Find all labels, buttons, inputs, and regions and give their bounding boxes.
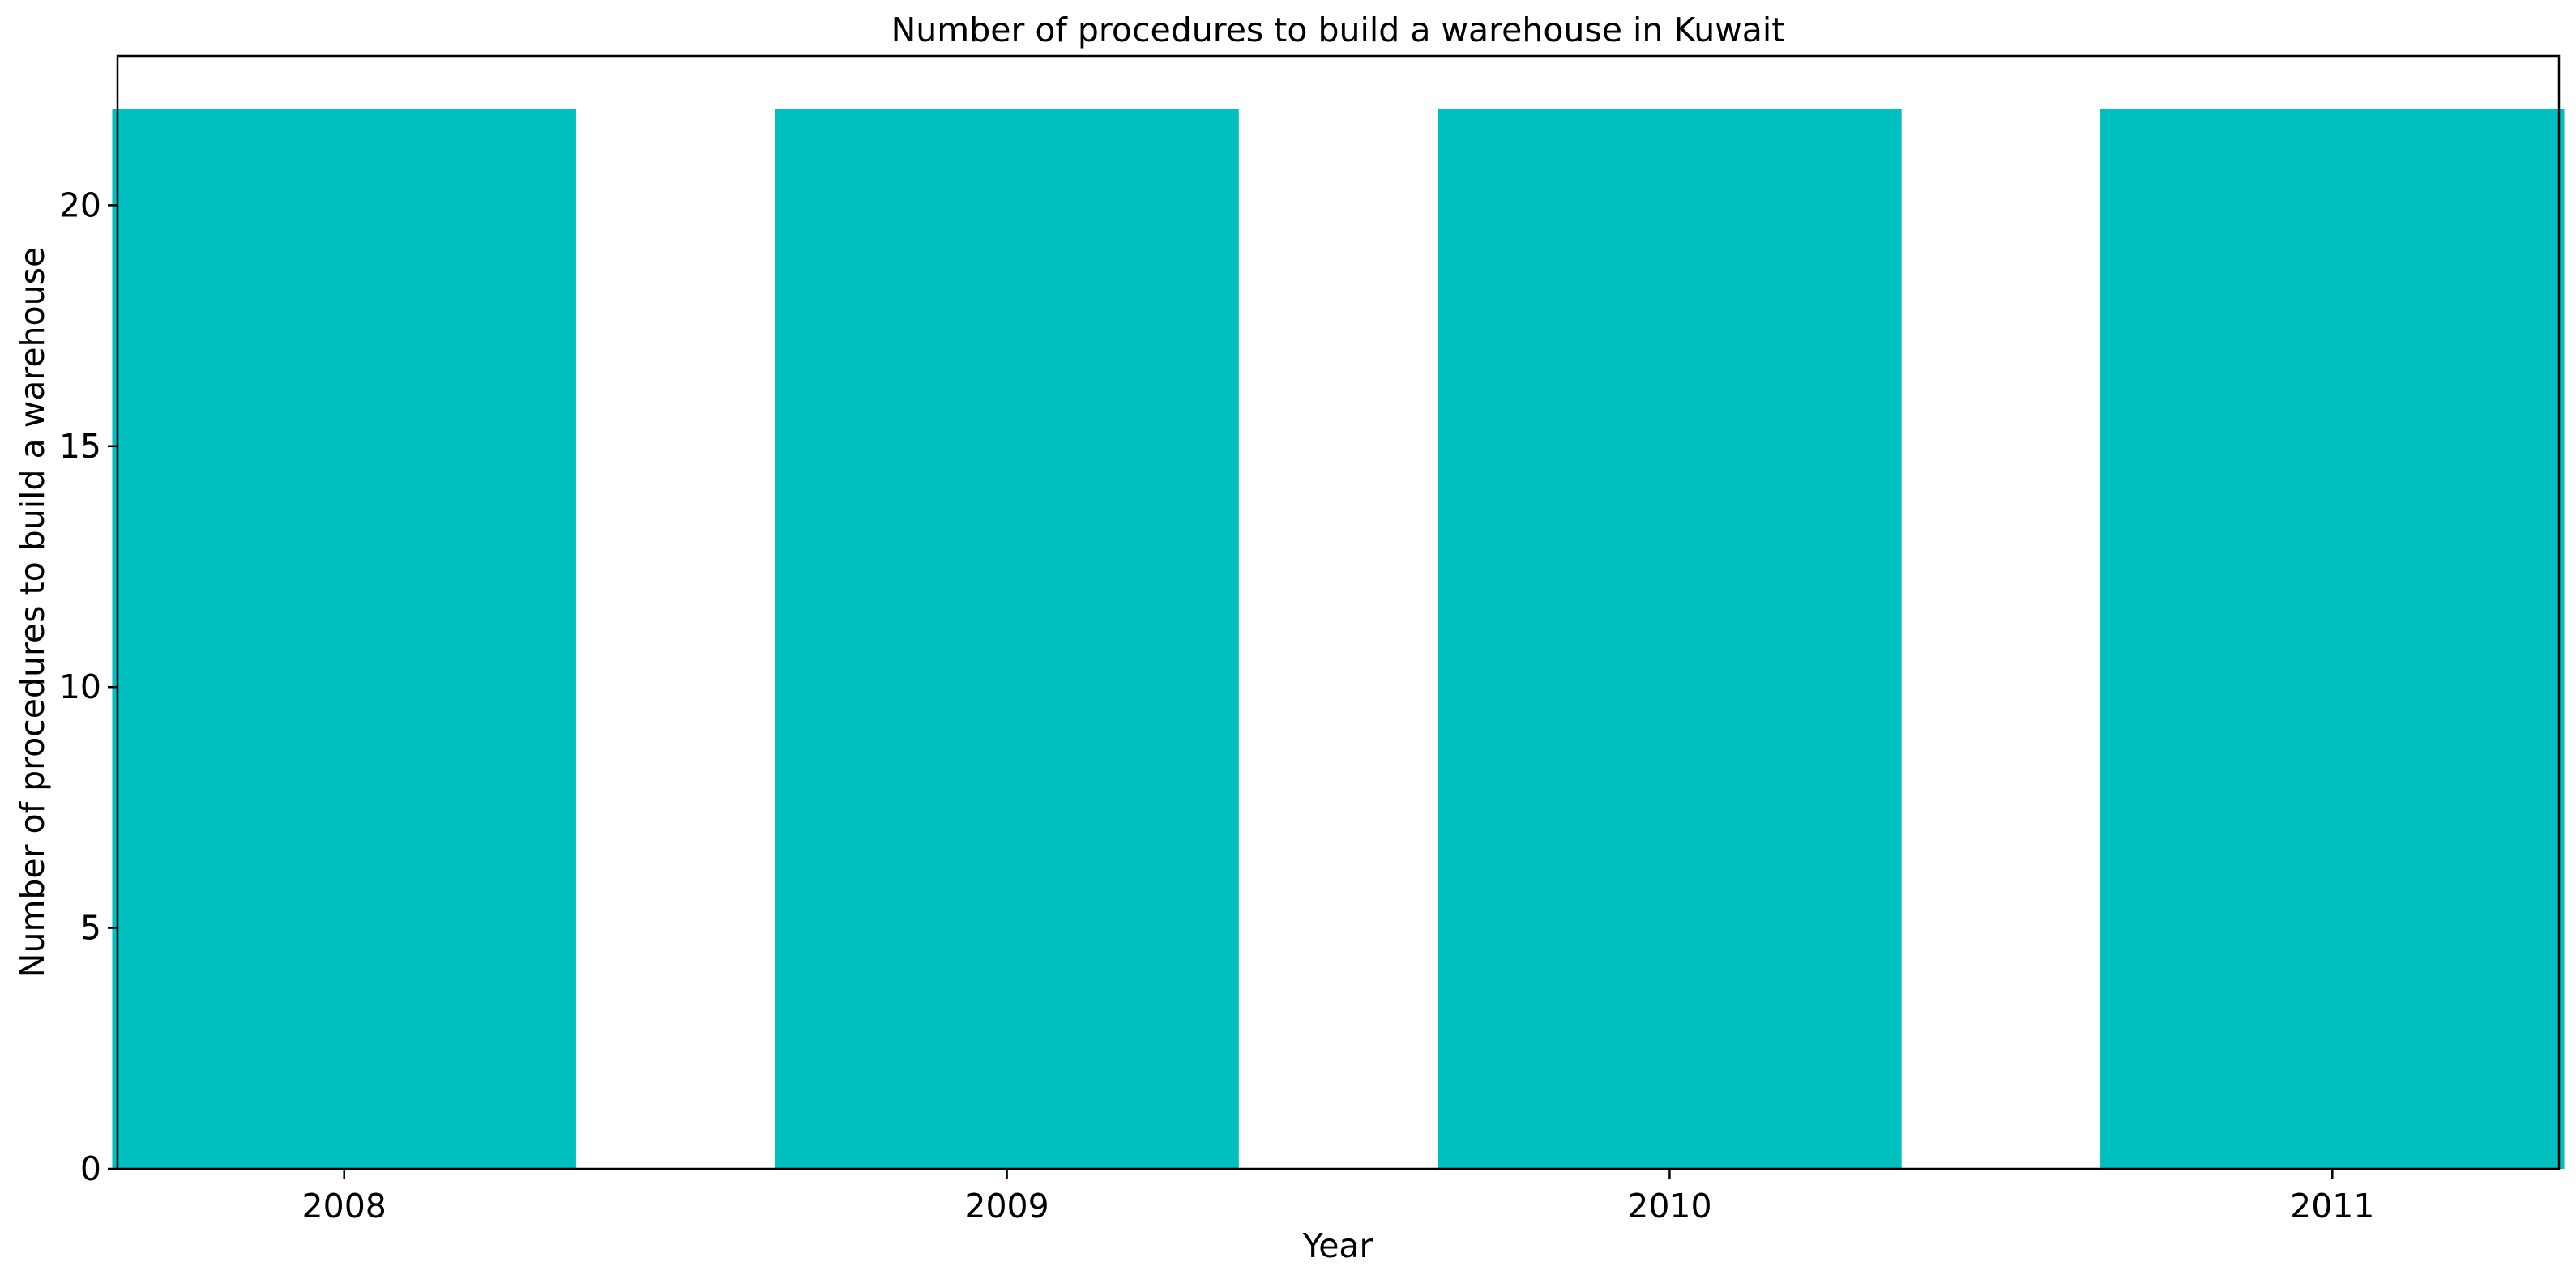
bar-2011 — [2100, 109, 2565, 1169]
y-tick-label: 20 — [59, 185, 101, 224]
x-axis-label: Year — [1302, 1226, 1373, 1265]
y-axis-ticks: 0 5 10 15 20 — [59, 185, 117, 1188]
bar-2009 — [775, 109, 1239, 1169]
bars-group — [112, 109, 2565, 1169]
y-tick-label: 0 — [80, 1149, 101, 1188]
x-tick-label: 2009 — [964, 1187, 1049, 1226]
y-tick-label: 15 — [59, 427, 101, 466]
x-tick-label: 2010 — [1627, 1187, 1711, 1226]
x-tick-label: 2008 — [302, 1187, 387, 1226]
bar-2008 — [112, 109, 576, 1169]
bar-2010 — [1438, 109, 1902, 1169]
x-tick-label: 2011 — [2290, 1187, 2374, 1226]
y-tick-label: 10 — [59, 667, 101, 706]
chart-title: Number of procedures to build a warehous… — [891, 11, 1785, 49]
y-axis-label: Number of procedures to build a warehous… — [13, 247, 52, 978]
x-axis-ticks: 2008 2009 2010 2011 — [302, 1169, 2374, 1226]
plot-frame — [116, 54, 2561, 1170]
y-tick-label: 5 — [80, 909, 101, 948]
